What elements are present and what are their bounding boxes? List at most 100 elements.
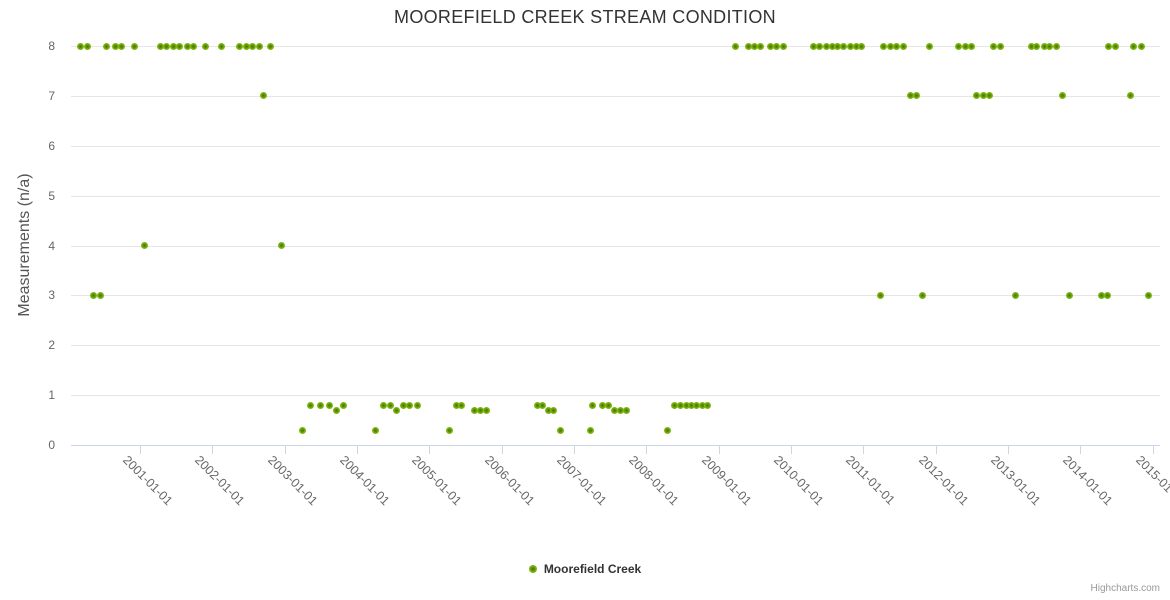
data-point[interactable]: [1058, 92, 1066, 100]
data-point[interactable]: [919, 291, 927, 299]
data-point[interactable]: [1144, 291, 1152, 299]
data-point[interactable]: [816, 42, 824, 50]
data-point[interactable]: [333, 406, 341, 414]
data-point[interactable]: [846, 42, 854, 50]
data-point[interactable]: [83, 42, 91, 50]
data-point[interactable]: [260, 92, 268, 100]
data-point[interactable]: [549, 406, 557, 414]
data-point[interactable]: [1126, 92, 1134, 100]
data-point[interactable]: [1041, 42, 1049, 50]
data-point[interactable]: [834, 42, 842, 50]
data-point[interactable]: [996, 42, 1004, 50]
legend-item-moorefield-creek[interactable]: Moorefield Creek: [0, 562, 1170, 576]
data-point[interactable]: [605, 401, 613, 409]
data-point[interactable]: [1098, 291, 1106, 299]
data-point[interactable]: [693, 401, 701, 409]
data-point[interactable]: [471, 406, 479, 414]
highcharts-credits-link[interactable]: Highcharts.com: [1090, 583, 1160, 594]
data-point[interactable]: [236, 42, 244, 50]
data-point[interactable]: [767, 42, 775, 50]
data-point[interactable]: [610, 406, 618, 414]
data-point[interactable]: [482, 406, 490, 414]
data-point[interactable]: [539, 401, 547, 409]
data-point[interactable]: [379, 401, 387, 409]
data-point[interactable]: [828, 42, 836, 50]
data-point[interactable]: [893, 42, 901, 50]
data-point[interactable]: [176, 42, 184, 50]
data-point[interactable]: [751, 42, 759, 50]
data-point[interactable]: [1052, 42, 1060, 50]
data-point[interactable]: [973, 92, 981, 100]
data-point[interactable]: [840, 42, 848, 50]
data-point[interactable]: [699, 401, 707, 409]
data-point[interactable]: [157, 42, 165, 50]
data-point[interactable]: [886, 42, 894, 50]
data-point[interactable]: [757, 42, 765, 50]
data-point[interactable]: [809, 42, 817, 50]
data-point[interactable]: [1046, 42, 1054, 50]
data-point[interactable]: [616, 406, 624, 414]
data-point[interactable]: [340, 401, 348, 409]
data-point[interactable]: [925, 42, 933, 50]
data-point[interactable]: [307, 401, 315, 409]
data-point[interactable]: [899, 42, 907, 50]
data-point[interactable]: [477, 406, 485, 414]
data-point[interactable]: [446, 426, 454, 434]
data-point[interactable]: [858, 42, 866, 50]
data-point[interactable]: [1033, 42, 1041, 50]
data-point[interactable]: [985, 92, 993, 100]
data-point[interactable]: [183, 42, 191, 50]
data-point[interactable]: [316, 401, 324, 409]
data-point[interactable]: [190, 42, 198, 50]
data-point[interactable]: [687, 401, 695, 409]
data-point[interactable]: [852, 42, 860, 50]
data-point[interactable]: [118, 42, 126, 50]
data-point[interactable]: [1104, 42, 1112, 50]
data-point[interactable]: [169, 42, 177, 50]
data-point[interactable]: [533, 401, 541, 409]
data-point[interactable]: [130, 42, 138, 50]
data-point[interactable]: [954, 42, 962, 50]
data-point[interactable]: [386, 401, 394, 409]
data-point[interactable]: [671, 401, 679, 409]
data-point[interactable]: [588, 401, 596, 409]
data-point[interactable]: [97, 291, 105, 299]
data-point[interactable]: [452, 401, 460, 409]
data-point[interactable]: [913, 92, 921, 100]
data-point[interactable]: [249, 42, 257, 50]
data-point[interactable]: [277, 242, 285, 249]
data-point[interactable]: [217, 42, 225, 50]
data-point[interactable]: [77, 42, 85, 50]
data-point[interactable]: [1027, 42, 1035, 50]
data-point[interactable]: [906, 92, 914, 100]
data-point[interactable]: [989, 42, 997, 50]
data-point[interactable]: [968, 42, 976, 50]
data-point[interactable]: [406, 401, 414, 409]
data-point[interactable]: [773, 42, 780, 50]
data-point[interactable]: [1111, 42, 1119, 50]
data-point[interactable]: [267, 42, 275, 50]
data-point[interactable]: [242, 42, 250, 50]
data-point[interactable]: [744, 42, 752, 50]
data-point[interactable]: [201, 42, 209, 50]
data-point[interactable]: [90, 291, 98, 299]
data-point[interactable]: [682, 401, 690, 409]
data-point[interactable]: [663, 426, 671, 434]
data-point[interactable]: [545, 406, 553, 414]
data-point[interactable]: [732, 42, 740, 50]
data-point[interactable]: [413, 401, 421, 409]
data-point[interactable]: [299, 426, 307, 434]
data-point[interactable]: [587, 426, 595, 434]
data-point[interactable]: [255, 42, 263, 50]
data-point[interactable]: [880, 42, 888, 50]
data-point[interactable]: [399, 401, 407, 409]
data-point[interactable]: [372, 426, 380, 434]
data-point[interactable]: [1130, 42, 1138, 50]
data-point[interactable]: [163, 42, 171, 50]
data-point[interactable]: [103, 42, 111, 50]
data-point[interactable]: [979, 92, 987, 100]
data-point[interactable]: [877, 291, 885, 299]
data-point[interactable]: [1138, 42, 1146, 50]
data-point[interactable]: [780, 42, 788, 50]
data-point[interactable]: [822, 42, 830, 50]
